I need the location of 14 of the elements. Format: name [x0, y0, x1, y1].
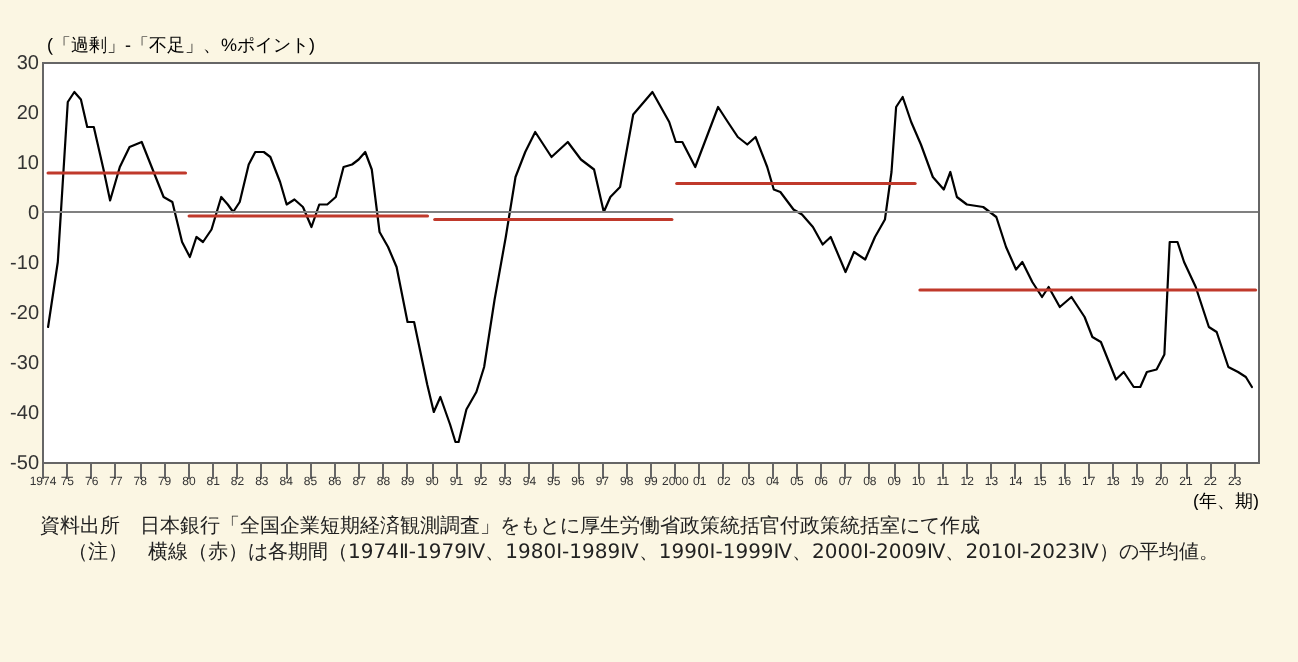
y-axis-title: (「過剰」-「不足」、%ポイント)	[47, 35, 315, 55]
text: 資料出所 日本銀行「全国企業短期経済観測調査」をもとに厚生労働省政策統括官付政策統括室にて作成	[40, 514, 982, 540]
y-tick-label: 30	[16, 53, 40, 75]
text: （注） 横線（赤）は各期間（1974Ⅱ-1979Ⅳ、1980Ⅰ-1989Ⅳ、1990Ⅰ-1999Ⅳ、2000Ⅰ-2009Ⅳ、2010Ⅰ-2023Ⅳ）の平均値。	[66, 540, 1221, 566]
y-tick-label: -20	[10, 303, 40, 325]
y-tick-label: 10	[16, 153, 40, 175]
line-series	[46, 90, 1254, 444]
y-tick-label: -30	[10, 353, 40, 375]
y-tick-label: 0	[27, 203, 40, 225]
y-tick-label: -50	[10, 453, 40, 475]
y-tick-label: -10	[10, 253, 40, 275]
y-tick-label: 20	[16, 103, 40, 125]
y-tick-label: -40	[10, 403, 40, 425]
x-axis-title: (年、期)	[1193, 491, 1259, 511]
